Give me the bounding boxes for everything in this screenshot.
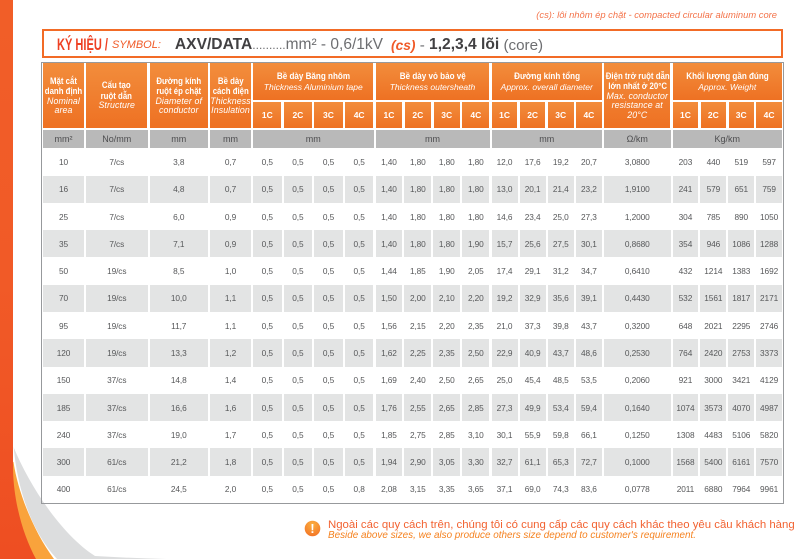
svg-text:!: ! xyxy=(310,522,314,536)
